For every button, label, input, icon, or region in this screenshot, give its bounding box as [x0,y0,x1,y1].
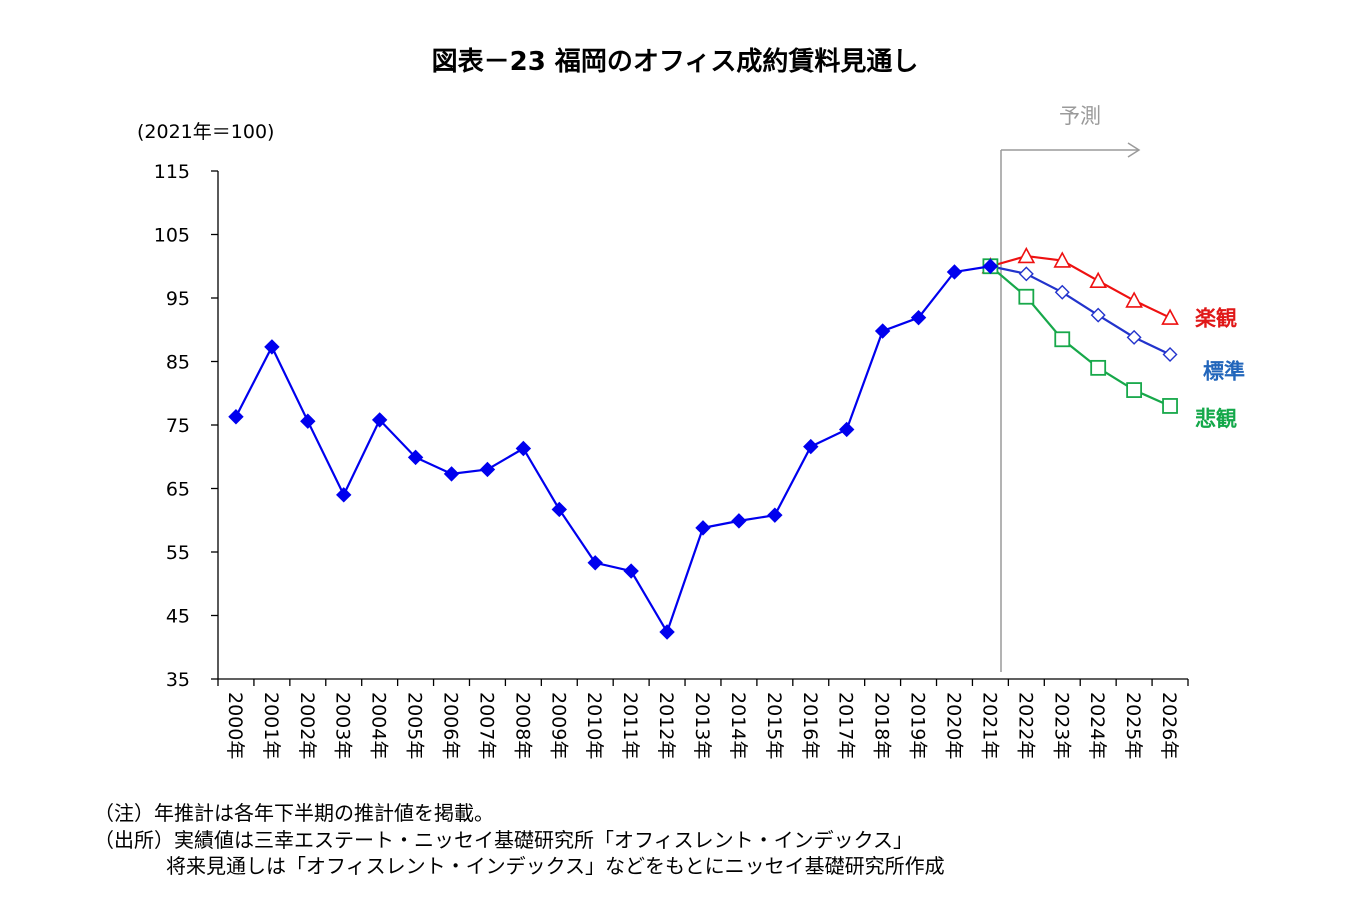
data-point [371,412,388,428]
data-point [659,624,675,640]
data-point [1126,329,1142,345]
forecast-arrow-head [1127,142,1141,158]
x-tick-label: 2026年 [1158,692,1180,759]
data-point [1018,288,1035,305]
x-tick-label: 2015年 [763,692,785,759]
data-point [407,449,424,466]
x-tick-label: 2008年 [511,692,533,759]
data-point [1053,251,1072,268]
series-line [234,265,991,635]
chart-source: （出所）実績値は三幸エステート・ニッセイ基礎研究所「オフィスレント・インデックス… [94,828,913,852]
series-標準 [982,258,1178,363]
x-tick-label: 2023年 [1050,692,1072,759]
data-point [1017,246,1036,264]
forecast-marker: 予測 [1000,104,1141,672]
series-楽観 [981,246,1179,325]
data-point [1054,331,1071,348]
data-point [623,563,639,579]
data-point [1162,347,1178,363]
chart-note: （注）年推計は各年下半期の推計値を掲載。 [94,801,494,825]
y-tick-label: 45 [166,606,190,628]
data-point [551,501,568,518]
chart-title: 図表－23 福岡のオフィス成約賃料見通し [432,46,919,77]
data-point [1125,291,1143,308]
y-tick-label: 85 [166,352,190,374]
data-point [1054,284,1070,300]
x-tick-label: 2022年 [1014,692,1036,759]
x-tick-label: 2002年 [296,692,318,759]
data-point [300,413,316,429]
x-tick-label: 2007年 [475,692,497,759]
series-label: 標準 [1203,360,1245,384]
x-tick-label: 2010年 [583,692,605,759]
x-tick-label: 2020年 [942,692,964,759]
data-point [1161,308,1179,325]
chart-source-continued: 将来見通しは「オフィスレント・インデックス」などをもとにニッセイ基礎研究所作成 [166,854,945,878]
data-point [1090,359,1107,376]
data-point [731,513,747,529]
y-tick-label: 55 [166,542,190,564]
forecast-label: 予測 [1059,104,1101,128]
x-tick-label: 2013年 [691,692,713,759]
data-point [910,309,927,326]
y-axis-unit-label: (2021年＝100) [137,121,274,143]
data-point [803,438,819,455]
data-point [1162,398,1178,414]
x-tick-label: 2018年 [871,692,893,759]
x-tick-label: 2006年 [440,692,462,759]
data-point [587,555,603,571]
x-tick-label: 2017年 [835,692,857,759]
data-point [695,520,711,536]
y-tick-label: 115 [154,161,190,183]
x-tick-label: 2004年 [368,692,390,759]
y-tick-label: 95 [166,288,190,310]
data-point [1090,307,1106,323]
data-point [264,339,280,355]
data-point [515,440,532,457]
data-point [946,264,963,280]
x-tick-label: 2005年 [404,692,426,759]
data-point [767,507,783,523]
x-tick-label: 2019年 [907,692,929,759]
y-tick-label: 65 [166,479,190,501]
data-point [874,323,891,339]
y-tick-label: 105 [154,225,190,247]
axes: 35 45 55 65 75 85 95 105 115 2000年 2001年 2002年 2003年… [154,161,1189,759]
series-悲観 [982,258,1178,414]
data-point [228,409,244,425]
series-line [989,265,1171,407]
data-point [443,466,460,482]
x-tick-label: 2014年 [727,692,749,759]
series-label: 悲観 [1195,407,1237,431]
data-point [336,487,352,503]
x-tick-label: 2003年 [332,692,354,759]
series-label: 楽観 [1195,307,1237,331]
x-tick-label: 2009年 [547,692,569,759]
series-line [990,254,1171,319]
x-tick-label: 2000年 [224,692,246,759]
y-tick-label: 35 [166,669,190,691]
data-point [838,421,855,438]
series-line [990,265,1171,356]
x-tick-label: 2024年 [1086,692,1108,759]
data-point [479,461,496,478]
x-tick-label: 2016年 [799,692,821,759]
series-layer [228,246,1179,640]
x-tick-label: 2025年 [1122,692,1144,759]
data-point [1126,382,1143,398]
y-tick-label: 75 [166,415,190,437]
x-tick-label: 2021年 [978,692,1000,759]
x-tick-label: 2012年 [655,692,677,759]
series-実績 [228,258,999,640]
x-tick-label: 2001年 [260,692,282,759]
data-point [1018,266,1034,282]
x-tick-label: 2011年 [619,692,641,759]
data-point [982,258,999,274]
data-point [1089,271,1108,289]
